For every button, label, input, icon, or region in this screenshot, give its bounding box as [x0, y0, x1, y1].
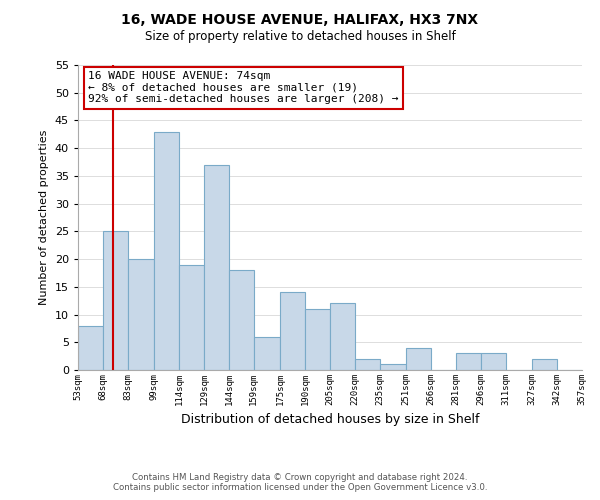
Text: Size of property relative to detached houses in Shelf: Size of property relative to detached ho… [145, 30, 455, 43]
Bar [406, 348, 431, 370]
Bar [179, 264, 204, 370]
Bar [204, 165, 229, 370]
Text: 16 WADE HOUSE AVENUE: 74sqm
← 8% of detached houses are smaller (19)
92% of semi: 16 WADE HOUSE AVENUE: 74sqm ← 8% of deta… [88, 71, 398, 104]
X-axis label: Distribution of detached houses by size in Shelf: Distribution of detached houses by size … [181, 414, 479, 426]
Bar [330, 304, 355, 370]
Bar [154, 132, 179, 370]
Bar [78, 326, 103, 370]
Bar [229, 270, 254, 370]
Bar [355, 359, 380, 370]
Text: 16, WADE HOUSE AVENUE, HALIFAX, HX3 7NX: 16, WADE HOUSE AVENUE, HALIFAX, HX3 7NX [121, 12, 479, 26]
Bar [254, 336, 280, 370]
Bar [456, 354, 481, 370]
Bar [532, 359, 557, 370]
Bar [128, 259, 154, 370]
Bar [305, 309, 330, 370]
Text: Contains HM Land Registry data © Crown copyright and database right 2024.
Contai: Contains HM Land Registry data © Crown c… [113, 473, 487, 492]
Bar [481, 354, 506, 370]
Bar [280, 292, 305, 370]
Y-axis label: Number of detached properties: Number of detached properties [39, 130, 49, 305]
Bar [103, 232, 128, 370]
Bar [380, 364, 406, 370]
